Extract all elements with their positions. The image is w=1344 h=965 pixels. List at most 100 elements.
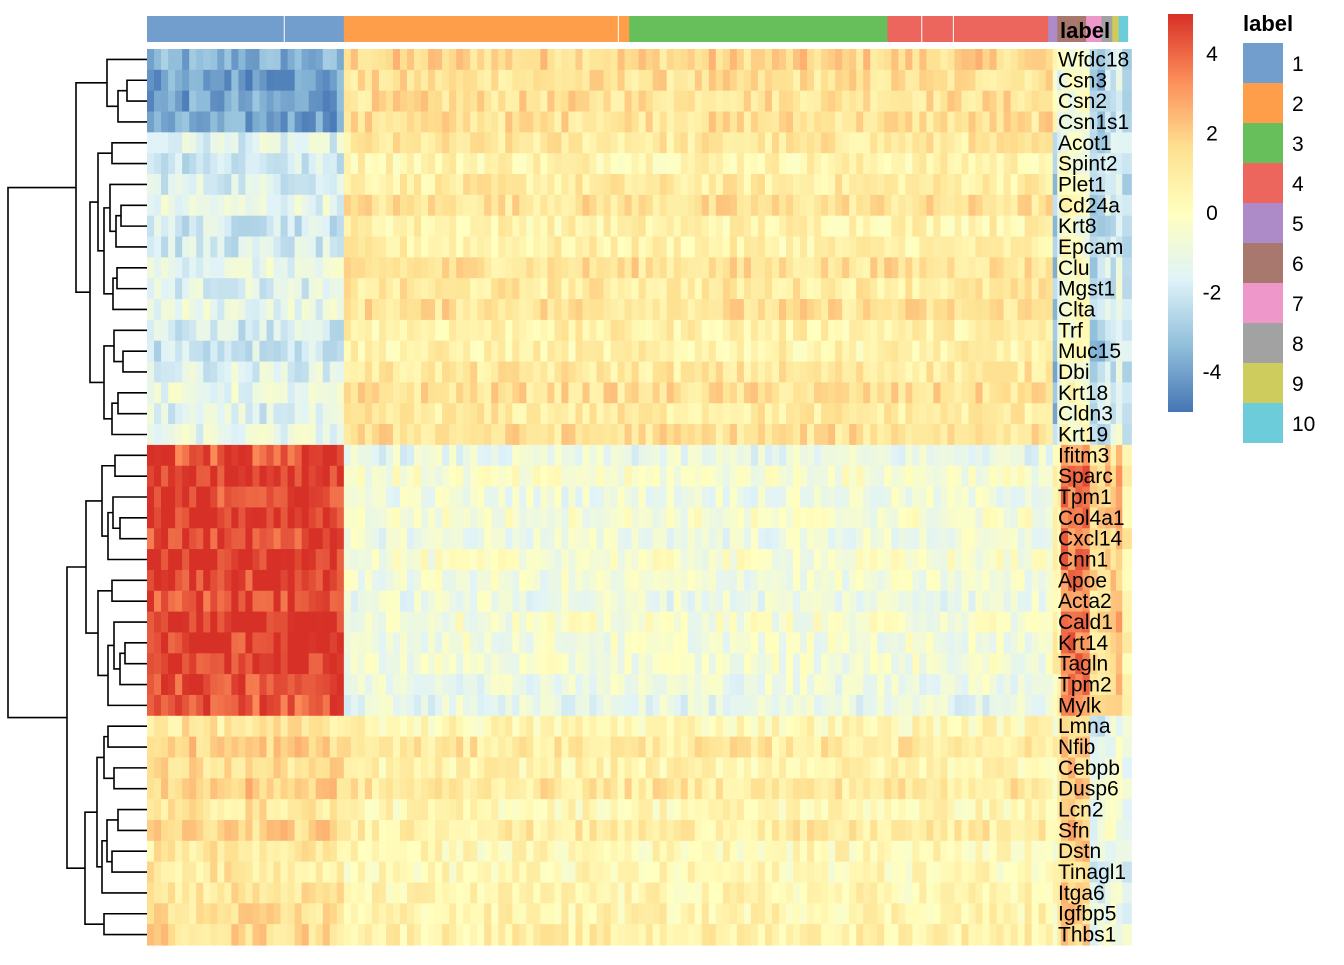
heatmap-cell [688, 466, 696, 487]
heatmap-cell [252, 507, 260, 528]
heatmap-cell [449, 91, 457, 112]
heatmap-cell [582, 591, 590, 612]
heatmap-cell [1122, 362, 1132, 383]
heatmap-cell [386, 278, 394, 299]
heatmap-cell [217, 237, 225, 258]
heatmap-cell [470, 195, 478, 216]
heatmap-cell [400, 612, 408, 633]
heatmap-cell [604, 716, 612, 737]
heatmap-cell [625, 91, 633, 112]
heatmap-cell [814, 653, 822, 674]
heatmap-cell [498, 695, 506, 716]
heatmap-cell [351, 341, 359, 362]
heatmap-cell [709, 424, 717, 445]
heatmap-cell [1025, 382, 1033, 403]
heatmap-cell [1046, 674, 1054, 695]
heatmap-cell [884, 466, 892, 487]
heatmap-cell [709, 528, 717, 549]
heatmap-cell [835, 591, 843, 612]
heatmap-cell [449, 216, 457, 237]
heatmap-cell [505, 91, 513, 112]
heatmap-cell [667, 49, 675, 70]
heatmap-cell [245, 549, 253, 570]
heatmap-cell [161, 716, 169, 737]
heatmap-cell [351, 653, 359, 674]
heatmap-cell [940, 403, 948, 424]
heatmap-cell [309, 49, 317, 70]
heatmap-cell [933, 549, 941, 570]
heatmap-cell [730, 257, 738, 278]
heatmap-cell [779, 695, 787, 716]
heatmap-cell [912, 278, 920, 299]
heatmap-cell [168, 278, 176, 299]
heatmap-cell [393, 174, 401, 195]
heatmap-cell [1011, 382, 1019, 403]
heatmap-cell [1039, 632, 1047, 653]
heatmap-cell [947, 632, 955, 653]
heatmap-cell [849, 49, 857, 70]
heatmap-cell [288, 257, 296, 278]
heatmap-cell [372, 653, 380, 674]
heatmap-cell [252, 382, 260, 403]
heatmap-cell [632, 549, 640, 570]
heatmap-cell [968, 257, 976, 278]
heatmap-cell [723, 70, 731, 91]
heatmap-cell [828, 695, 836, 716]
heatmap-cell [919, 737, 927, 758]
heatmap-cell [463, 49, 471, 70]
heatmap-cell [856, 320, 864, 341]
heatmap-cell [723, 153, 731, 174]
heatmap-cell [905, 341, 913, 362]
heatmap-cell [618, 91, 626, 112]
heatmap-cell [863, 445, 871, 466]
heatmap-cell [807, 403, 815, 424]
heatmap-cell [933, 341, 941, 362]
heatmap-cell [807, 112, 815, 133]
heatmap-cell [414, 174, 422, 195]
heatmap-cell [821, 216, 829, 237]
heatmap-cell [449, 153, 457, 174]
heatmap-cell [968, 362, 976, 383]
heatmap-cell [175, 382, 183, 403]
heatmap-cell [302, 778, 310, 799]
heatmap-cell [828, 382, 836, 403]
heatmap-cell [477, 91, 485, 112]
heatmap-cell [540, 737, 548, 758]
heatmap-cell [1018, 549, 1026, 570]
heatmap-cell [990, 549, 998, 570]
heatmap-cell [976, 195, 984, 216]
heatmap-cell [238, 278, 246, 299]
heatmap-cell [947, 653, 955, 674]
heatmap-cell [337, 632, 345, 653]
heatmap-cell [779, 70, 787, 91]
heatmap-cell [590, 382, 598, 403]
heatmap-cell [933, 216, 941, 237]
heatmap-cell [1025, 528, 1033, 549]
heatmap-cell [259, 487, 267, 508]
heatmap-cell [947, 695, 955, 716]
heatmap-cell [224, 757, 232, 778]
heatmap-cell [912, 716, 920, 737]
heatmap-cell [863, 153, 871, 174]
heatmap-cell [442, 195, 450, 216]
heatmap-cell [800, 632, 808, 653]
heatmap-cell [210, 424, 218, 445]
heatmap-cell [625, 528, 633, 549]
heatmap-cell [625, 403, 633, 424]
heatmap-cell [863, 507, 871, 528]
heatmap-cell [323, 632, 331, 653]
heatmap-cell [428, 278, 436, 299]
heatmap-cell [302, 174, 310, 195]
heatmap-cell [835, 174, 843, 195]
heatmap-cell [807, 195, 815, 216]
heatmap-cell [224, 591, 232, 612]
heatmap-cell [793, 403, 801, 424]
heatmap-cell [723, 216, 731, 237]
heatmap-cell [919, 570, 927, 591]
heatmap-cell [428, 528, 436, 549]
heatmap-cell [189, 591, 197, 612]
heatmap-cell [337, 70, 345, 91]
heatmap-cell [632, 132, 640, 153]
heatmap-cell [168, 507, 176, 528]
heatmap-cell [1046, 174, 1054, 195]
